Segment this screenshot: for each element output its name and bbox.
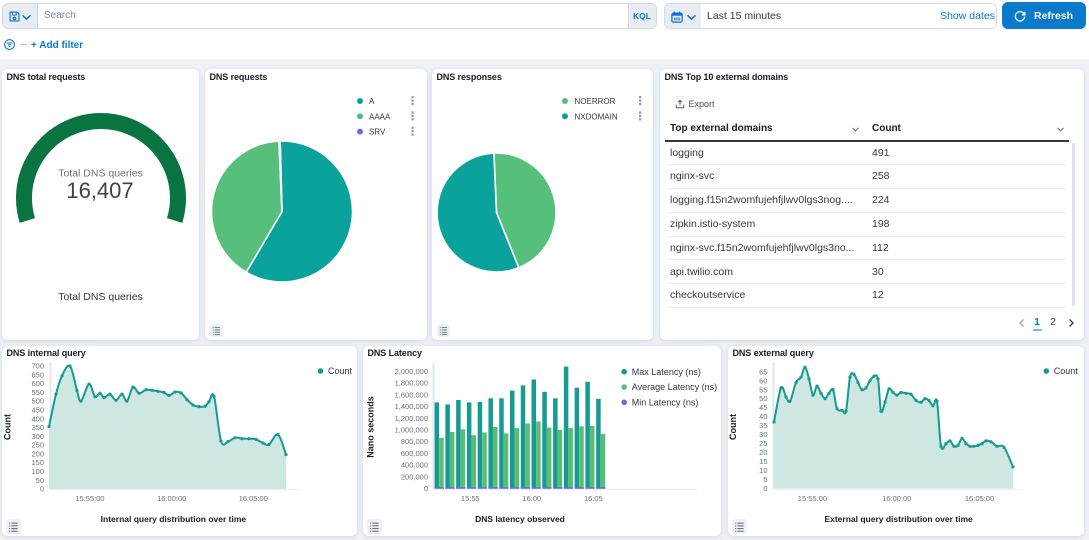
svg-text:15:55: 15:55 xyxy=(461,494,480,503)
svg-text:650: 650 xyxy=(31,370,44,379)
svg-text:250: 250 xyxy=(31,441,44,450)
svg-text:100: 100 xyxy=(31,467,44,476)
svg-text:55: 55 xyxy=(759,385,767,394)
svg-text:45: 45 xyxy=(759,403,767,412)
svg-text:1,200,000: 1,200,000 xyxy=(395,414,428,423)
svg-text:AAAA: AAAA xyxy=(369,112,391,121)
svg-text:25: 25 xyxy=(759,439,767,448)
svg-text:60: 60 xyxy=(759,376,767,385)
svg-text:Max Latency (ns): Max Latency (ns) xyxy=(632,367,701,377)
svg-text:1,000,000: 1,000,000 xyxy=(395,426,428,435)
svg-text:400: 400 xyxy=(31,414,44,423)
svg-text:1,600,000: 1,600,000 xyxy=(395,390,428,399)
svg-text:2,000,000: 2,000,000 xyxy=(395,367,428,376)
svg-text:10: 10 xyxy=(759,466,767,475)
svg-text:5: 5 xyxy=(763,475,767,484)
svg-text:500: 500 xyxy=(31,397,44,406)
svg-text:40: 40 xyxy=(759,412,767,421)
svg-text:Count: Count xyxy=(728,414,738,440)
svg-text:1,400,000: 1,400,000 xyxy=(395,402,428,411)
svg-text:200,000: 200,000 xyxy=(401,472,428,481)
svg-text:800,000: 800,000 xyxy=(401,437,428,446)
svg-text:450: 450 xyxy=(31,406,44,415)
svg-text:1,800,000: 1,800,000 xyxy=(395,379,428,388)
svg-text:Total DNS queries: Total DNS queries xyxy=(58,291,143,303)
svg-text:550: 550 xyxy=(31,388,44,397)
svg-text:0: 0 xyxy=(763,484,767,493)
svg-text:600,000: 600,000 xyxy=(401,449,428,458)
svg-text:35: 35 xyxy=(759,421,767,430)
svg-text:Count: Count xyxy=(3,414,13,440)
svg-text:300: 300 xyxy=(31,432,44,441)
svg-text:700: 700 xyxy=(31,362,44,371)
svg-text:16:05: 16:05 xyxy=(584,494,603,503)
svg-text:50: 50 xyxy=(36,476,44,485)
svg-text:15:55:00: 15:55:00 xyxy=(798,494,827,503)
svg-text:16:05:00: 16:05:00 xyxy=(965,494,994,503)
svg-text:16:05:00: 16:05:00 xyxy=(239,494,268,503)
svg-text:30: 30 xyxy=(759,430,767,439)
svg-text:350: 350 xyxy=(31,423,44,432)
svg-text:65: 65 xyxy=(759,367,767,376)
svg-text:16:00:00: 16:00:00 xyxy=(882,494,911,503)
svg-text:SRV: SRV xyxy=(369,128,386,137)
svg-text:Count: Count xyxy=(1054,366,1079,376)
svg-text:200: 200 xyxy=(31,450,44,459)
svg-text:NXDOMAIN: NXDOMAIN xyxy=(575,112,618,121)
svg-text:16:00:00: 16:00:00 xyxy=(157,494,186,503)
svg-text:Average Latency (ns): Average Latency (ns) xyxy=(632,382,717,392)
svg-text:400,000: 400,000 xyxy=(401,461,428,470)
svg-text:150: 150 xyxy=(31,458,44,467)
svg-text:Internal query distribution ov: Internal query distribution over time xyxy=(101,514,247,524)
svg-text:Nano seconds: Nano seconds xyxy=(366,396,376,458)
svg-text:Min Latency (ns): Min Latency (ns) xyxy=(632,398,699,408)
svg-text:600: 600 xyxy=(31,379,44,388)
svg-text:A: A xyxy=(369,97,375,106)
svg-text:Total DNS queries: Total DNS queries xyxy=(58,168,143,180)
svg-text:20: 20 xyxy=(759,448,767,457)
svg-text:15: 15 xyxy=(759,457,767,466)
svg-text:50: 50 xyxy=(759,394,767,403)
svg-text:0: 0 xyxy=(40,485,44,494)
svg-text:16,407: 16,407 xyxy=(66,178,133,203)
svg-text:NOERROR: NOERROR xyxy=(575,97,616,106)
svg-text:0: 0 xyxy=(424,484,428,493)
svg-text:External query distribution ov: External query distribution over time xyxy=(824,514,973,524)
svg-text:16:00: 16:00 xyxy=(522,494,541,503)
svg-text:DNS latency observed: DNS latency observed xyxy=(475,514,565,524)
svg-text:Count: Count xyxy=(328,366,353,376)
svg-text:15:55:00: 15:55:00 xyxy=(75,494,104,503)
